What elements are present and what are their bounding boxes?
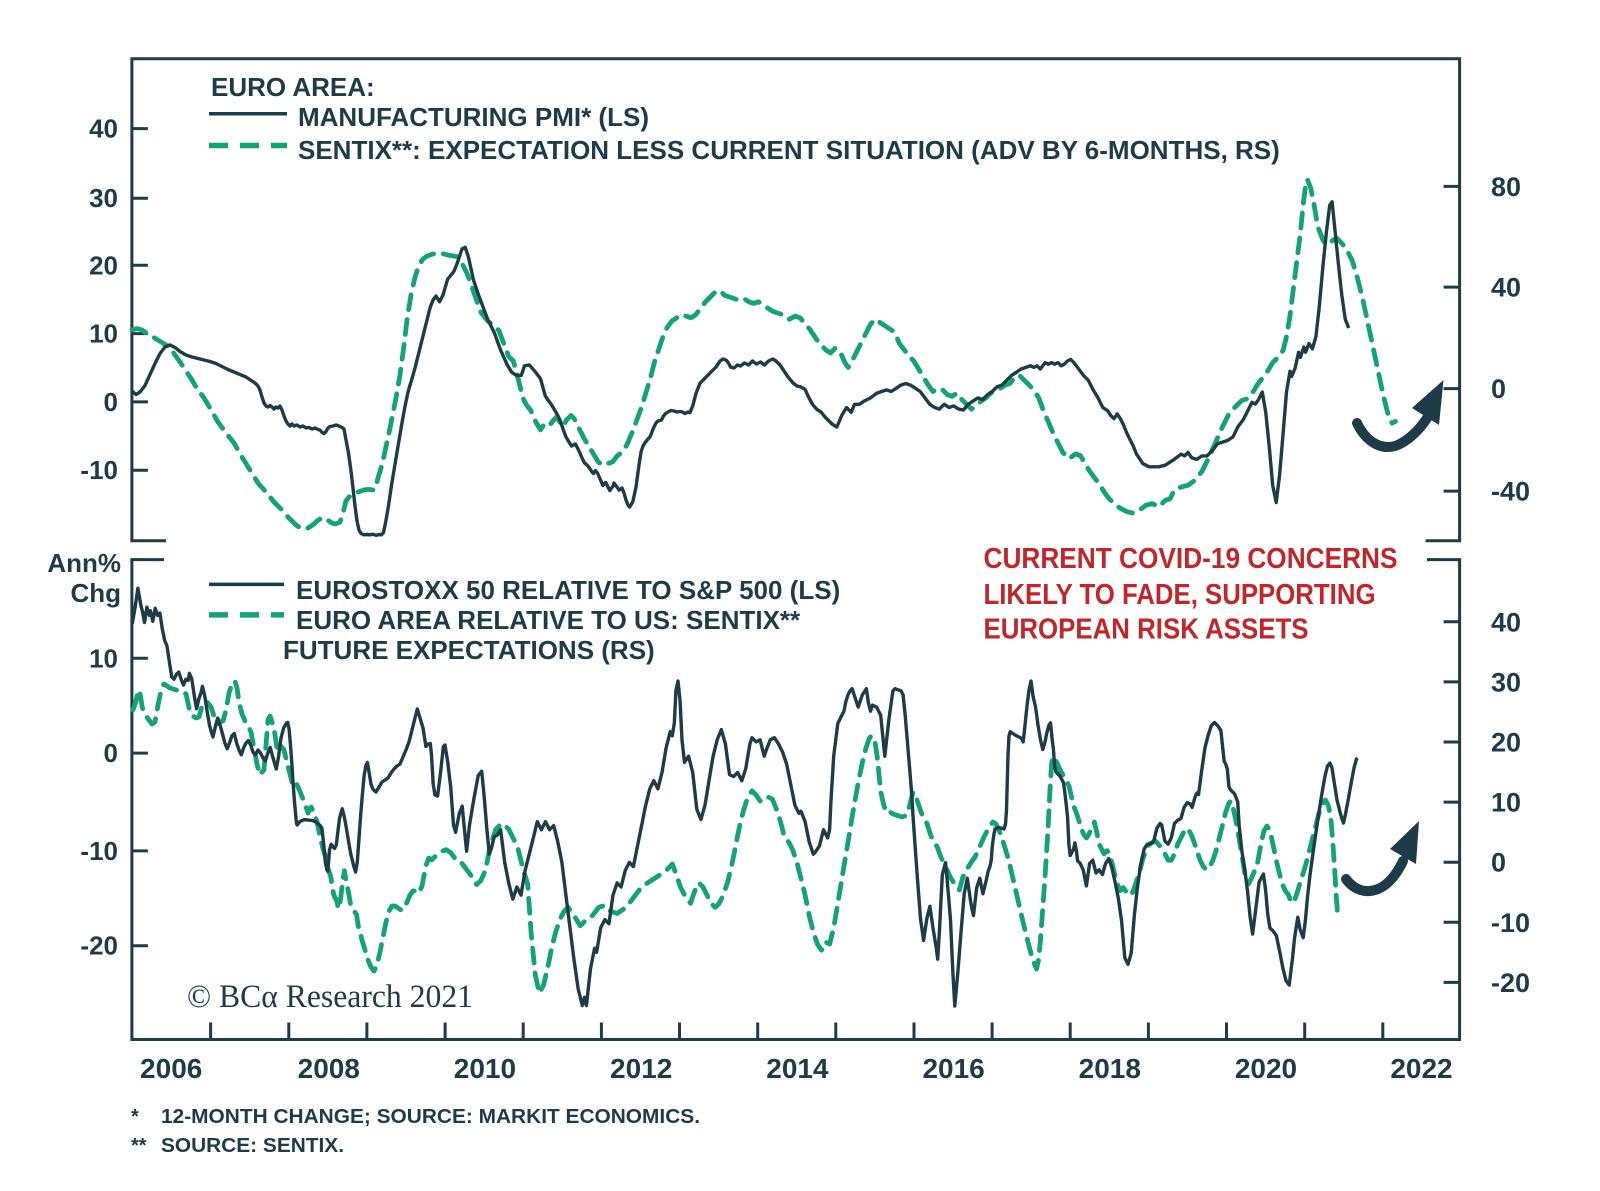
svg-text:-20: -20	[1491, 968, 1530, 998]
svg-text:40: 40	[89, 114, 118, 144]
svg-text:20: 20	[89, 250, 118, 280]
svg-text:0: 0	[1491, 374, 1506, 404]
svg-text:-10: -10	[80, 836, 118, 866]
svg-text:80: 80	[1491, 172, 1521, 202]
svg-text:EURO AREA RELATIVE TO US: SENT: EURO AREA RELATIVE TO US: SENTIX**	[296, 605, 801, 635]
svg-text:2008: 2008	[298, 1053, 360, 1084]
svg-text:10: 10	[89, 319, 118, 349]
svg-text:0: 0	[104, 738, 118, 768]
svg-text:30: 30	[89, 183, 118, 213]
svg-text:0: 0	[1491, 848, 1506, 878]
svg-text:2006: 2006	[140, 1053, 202, 1084]
svg-text:Ann%: Ann%	[47, 548, 121, 578]
svg-text:2014: 2014	[766, 1053, 829, 1084]
svg-text:0: 0	[104, 387, 118, 417]
svg-text:2010: 2010	[454, 1053, 516, 1084]
svg-text:40: 40	[1491, 607, 1521, 637]
svg-text:LIKELY TO FADE, SUPPORTING: LIKELY TO FADE, SUPPORTING	[984, 579, 1376, 611]
svg-text:EUROPEAN RISK ASSETS: EUROPEAN RISK ASSETS	[984, 614, 1309, 646]
svg-text:**: **	[131, 1135, 147, 1157]
svg-text:FUTURE EXPECTATIONS (RS): FUTURE EXPECTATIONS (RS)	[283, 635, 655, 665]
svg-text:CURRENT COVID-19 CONCERNS: CURRENT COVID-19 CONCERNS	[984, 543, 1398, 575]
svg-text:20: 20	[1491, 728, 1521, 758]
svg-text:2012: 2012	[610, 1053, 672, 1084]
svg-text:10: 10	[1491, 788, 1521, 818]
svg-text:40: 40	[1491, 273, 1521, 303]
svg-text:30: 30	[1491, 667, 1521, 697]
svg-text:-10: -10	[1491, 908, 1530, 938]
svg-text:2016: 2016	[922, 1053, 984, 1084]
svg-text:10: 10	[89, 643, 118, 673]
svg-text:© BCα Research 2021: © BCα Research 2021	[187, 979, 473, 1015]
svg-text:Chg: Chg	[70, 578, 121, 608]
svg-text:2018: 2018	[1079, 1053, 1141, 1084]
svg-text:-40: -40	[1491, 477, 1530, 507]
svg-text:2022: 2022	[1390, 1053, 1452, 1084]
svg-text:-20: -20	[80, 931, 118, 961]
svg-text:*: *	[131, 1106, 139, 1128]
svg-text:SOURCE: SENTIX.: SOURCE: SENTIX.	[161, 1135, 344, 1157]
svg-text:EURO AREA:: EURO AREA:	[211, 72, 375, 102]
svg-text:MANUFACTURING PMI* (LS): MANUFACTURING PMI* (LS)	[298, 102, 649, 132]
svg-text:2020: 2020	[1235, 1053, 1297, 1084]
svg-text:12-MONTH CHANGE; SOURCE: MARKI: 12-MONTH CHANGE; SOURCE: MARKIT ECONOMIC…	[161, 1106, 700, 1128]
svg-text:EUROSTOXX 50 RELATIVE TO S&P 5: EUROSTOXX 50 RELATIVE TO S&P 500 (LS)	[296, 575, 840, 605]
svg-text:SENTIX**: EXPECTATION LESS CUR: SENTIX**: EXPECTATION LESS CURRENT SITUA…	[298, 135, 1280, 165]
svg-text:-10: -10	[80, 455, 118, 485]
